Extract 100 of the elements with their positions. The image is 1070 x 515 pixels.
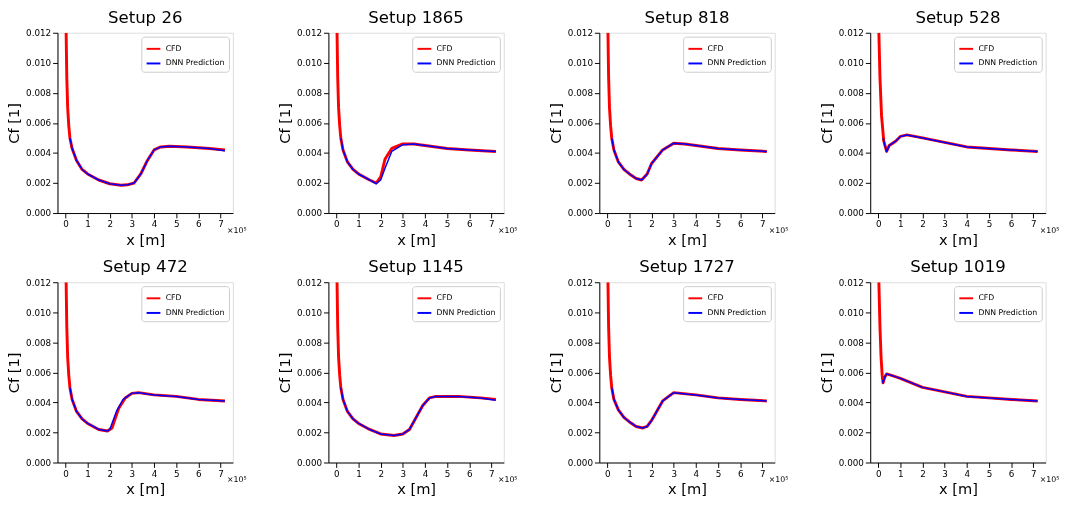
y-tick-label: 0.006: [296, 118, 323, 129]
y-tick-label: 0.012: [567, 28, 593, 39]
y-tick-label: 0.012: [26, 28, 52, 39]
y-tick-label: 0.002: [26, 427, 52, 438]
text: ×10⁵: [227, 475, 247, 485]
y-axis-title: Cf [1]: [276, 103, 294, 144]
x-tick-label: 6: [196, 468, 203, 479]
x-tick-label: 2: [107, 219, 114, 230]
x-axis-title: x [m]: [668, 230, 707, 248]
legend-label: CFD: [436, 43, 453, 53]
x-axis-title: x [m]: [126, 480, 166, 498]
y-tick-label: 0.000: [296, 208, 323, 219]
legend-label: CFD: [978, 293, 995, 303]
legend-label: CFD: [436, 293, 453, 303]
x-axis-title: x [m]: [938, 230, 978, 248]
legend-label: CFD: [707, 43, 724, 53]
y-tick-label: 0.000: [26, 208, 52, 219]
legend-label: DNN Prediction: [436, 307, 496, 317]
y-tick-label: 0.006: [838, 367, 865, 378]
legend-label: CFD: [978, 43, 995, 53]
y-tick-label: 0.006: [567, 367, 594, 378]
y-tick-label: 0.002: [567, 427, 593, 438]
x-tick-label: 7: [489, 219, 495, 230]
y-tick-label: 0.002: [296, 178, 323, 189]
x-tick-label: 6: [196, 219, 203, 230]
legend-label: DNN Prediction: [165, 58, 225, 68]
x-tick-label: 2: [378, 219, 384, 230]
x-tick-label: 5: [444, 468, 451, 479]
y-tick-label: 0.000: [567, 457, 593, 468]
x-tick-label: 6: [466, 219, 473, 230]
x-tick-label: 3: [129, 468, 136, 479]
x-tick-label: 2: [649, 219, 655, 230]
y-tick-label: 0.008: [296, 88, 323, 99]
legend-label: DNN Prediction: [707, 307, 767, 317]
y-tick-label: 0.006: [567, 118, 594, 129]
text: ×10⁵: [768, 225, 789, 235]
x-tick-label: 4: [964, 468, 971, 479]
legend-label: DNN Prediction: [978, 307, 1038, 317]
x-tick-label: 0: [334, 468, 340, 479]
x-tick-label: 3: [942, 219, 948, 230]
x-tick-label: 5: [986, 219, 993, 230]
y-tick-label: 0.002: [838, 427, 864, 438]
y-tick-label: 0.006: [296, 367, 323, 378]
y-tick-label: 0.010: [838, 307, 864, 318]
legend-label: DNN Prediction: [978, 58, 1038, 68]
x-tick-label: 7: [760, 219, 766, 230]
x-tick-label: 1: [356, 219, 362, 230]
legend-label: DNN Prediction: [165, 307, 225, 317]
x-tick-label: 3: [671, 468, 678, 479]
y-tick-label: 0.000: [838, 457, 864, 468]
y-axis-title: Cf [1]: [276, 352, 294, 394]
x-tick-label: 5: [173, 219, 180, 230]
x-tick-label: 6: [1008, 219, 1015, 230]
chart-title: Setup 1019: [910, 257, 1006, 277]
chart-title: Setup 26: [107, 8, 183, 28]
legend-label: CFD: [165, 293, 182, 303]
y-tick-label: 0.000: [838, 208, 864, 219]
text: ×10⁵: [497, 225, 518, 235]
y-tick-label: 0.012: [296, 28, 323, 39]
x-tick-label: 0: [604, 219, 611, 230]
y-tick-label: 0.008: [838, 88, 864, 99]
x-axis-title: x [m]: [126, 230, 166, 248]
x-tick-label: 3: [129, 219, 136, 230]
y-tick-label: 0.010: [567, 58, 593, 69]
x-tick-label: 0: [63, 468, 69, 479]
y-tick-label: 0.008: [567, 337, 593, 348]
x-tick-label: 2: [378, 468, 384, 479]
y-tick-label: 0.008: [567, 88, 593, 99]
legend-label: CFD: [165, 43, 182, 53]
x-tick-label: 2: [107, 468, 114, 479]
y-axis-title: Cf [1]: [547, 103, 565, 144]
y-tick-label: 0.004: [26, 148, 52, 159]
x-tick-label: 1: [85, 468, 91, 479]
x-tick-label: 7: [489, 468, 495, 479]
chart-title: Setup 818: [644, 8, 730, 28]
x-tick-label: 4: [151, 219, 158, 230]
x-tick-label: 1: [356, 468, 362, 479]
x-tick-label: 0: [63, 219, 69, 230]
y-tick-label: 0.008: [26, 337, 52, 348]
y-tick-label: 0.004: [296, 397, 323, 408]
y-tick-label: 0.002: [26, 178, 52, 189]
y-tick-label: 0.004: [567, 397, 594, 408]
x-tick-label: 5: [986, 468, 993, 479]
chart-title: Setup 1727: [639, 257, 735, 277]
chart-title: Setup 472: [102, 257, 188, 277]
y-axis-title: Cf [1]: [547, 352, 565, 394]
y-tick-label: 0.012: [838, 28, 864, 39]
x-tick-label: 1: [898, 468, 904, 479]
x-tick-label: 4: [693, 219, 700, 230]
legend-label: DNN Prediction: [436, 58, 496, 68]
x-tick-label: 4: [964, 219, 971, 230]
x-axis-title: x [m]: [668, 480, 707, 498]
y-tick-label: 0.000: [26, 457, 52, 468]
x-tick-label: 6: [1008, 468, 1015, 479]
y-tick-label: 0.006: [26, 367, 52, 378]
y-tick-label: 0.004: [26, 397, 52, 408]
x-tick-label: 0: [604, 468, 611, 479]
y-tick-label: 0.004: [296, 148, 323, 159]
y-tick-label: 0.010: [296, 307, 323, 318]
x-tick-label: 1: [898, 219, 904, 230]
